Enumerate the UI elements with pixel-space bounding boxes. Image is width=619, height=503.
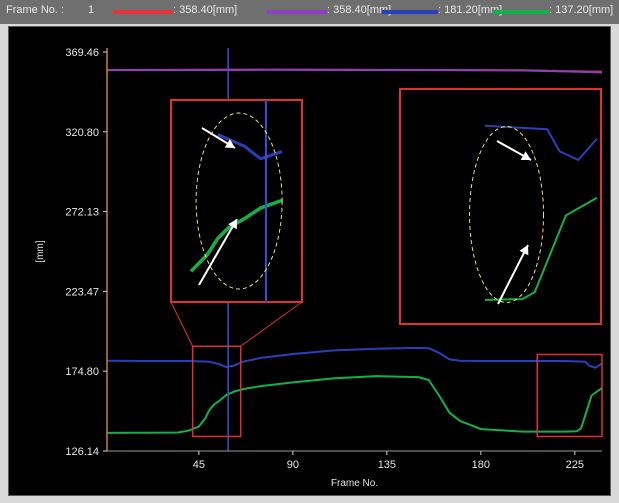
zoom-source-box bbox=[536, 353, 603, 438]
frame-number-value: 1 bbox=[88, 4, 95, 16]
y-tick-label: 174.80 bbox=[65, 366, 99, 378]
zoom-connector bbox=[170, 301, 194, 347]
y-tick-label: 223.47 bbox=[65, 286, 99, 298]
arrow-head-icon bbox=[519, 245, 529, 256]
arrow-head-icon bbox=[520, 151, 531, 160]
x-tick-label: 45 bbox=[193, 459, 205, 471]
legend-value-blue: : 181.20[mm] bbox=[438, 4, 503, 16]
y-tick-label: 272.13 bbox=[65, 207, 99, 219]
y-tick-label: 369.46 bbox=[65, 47, 99, 59]
y-axis-label: [mm] bbox=[35, 240, 46, 262]
y-tick-label: 126.14 bbox=[65, 446, 99, 458]
zoom-inset-panel bbox=[399, 88, 602, 325]
highlight-ellipse bbox=[469, 126, 545, 303]
arrow-head-icon bbox=[224, 139, 235, 148]
series-line-green bbox=[106, 375, 603, 434]
legend-swatch-purple bbox=[267, 10, 327, 14]
arrow-icon bbox=[497, 244, 529, 305]
x-tick-label: 135 bbox=[378, 459, 396, 471]
highlight-ellipse bbox=[195, 112, 283, 290]
legend-swatch-blue bbox=[382, 10, 438, 14]
inset-series-blue bbox=[217, 133, 283, 161]
legend-swatch-red bbox=[113, 10, 173, 14]
zoom-connector bbox=[240, 301, 303, 347]
series-line-blue bbox=[106, 346, 603, 369]
x-axis-label: Frame No. bbox=[331, 478, 378, 489]
legend-value-purple: : 358.40[mm] bbox=[327, 4, 392, 16]
x-tick-label: 225 bbox=[566, 459, 584, 471]
x-tick-label: 90 bbox=[287, 459, 299, 471]
legend-bar: Frame No. : 1 : 358.40[mm] : 358.40[mm] … bbox=[0, 0, 619, 24]
zoom-source-box bbox=[191, 345, 242, 438]
x-tick-label: 180 bbox=[472, 459, 490, 471]
series-line-purple bbox=[106, 68, 603, 74]
legend-value-red: : 358.40[mm] bbox=[173, 4, 238, 16]
legend-value-green: : 137.20[mm] bbox=[549, 4, 614, 16]
legend-swatch-green bbox=[493, 10, 549, 14]
inset-series-green bbox=[189, 198, 283, 273]
arrow-icon bbox=[198, 218, 238, 286]
arrow-head-icon bbox=[228, 219, 237, 230]
frame-number-label: Frame No. : bbox=[6, 4, 65, 16]
y-tick-label: 320.80 bbox=[65, 127, 99, 139]
